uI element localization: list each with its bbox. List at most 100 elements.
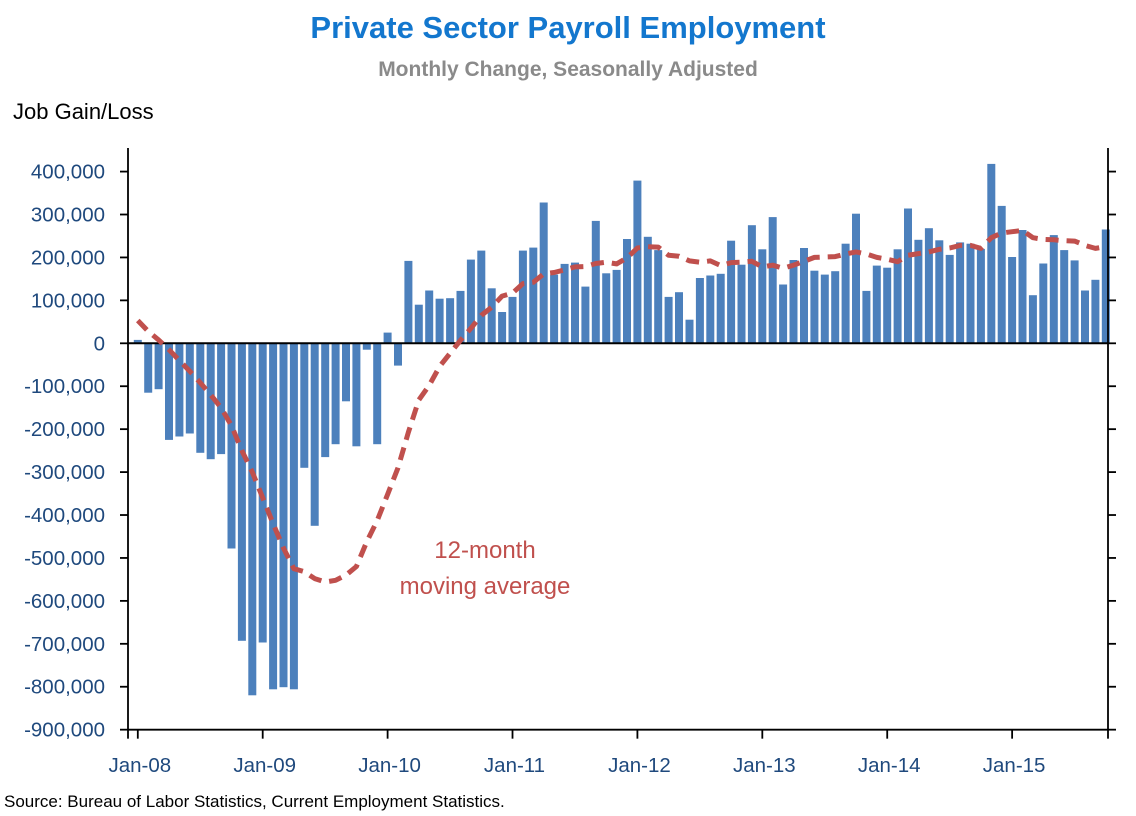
bar-Jun-09 — [310, 343, 319, 526]
bar-Mar-10 — [404, 260, 413, 344]
y-tick-label: 200,000 — [31, 246, 105, 269]
bar-Apr-11 — [539, 202, 548, 344]
bar-Jun-12 — [685, 319, 694, 344]
bar-Feb-10 — [394, 343, 402, 366]
bar-Apr-09 — [289, 343, 298, 690]
bar-Jan-13 — [758, 249, 767, 344]
bar-Jul-11 — [571, 262, 579, 344]
bar-Oct-10 — [477, 250, 486, 344]
bar-Jun-08 — [185, 343, 194, 434]
y-axis-title: Job Gain/Loss — [13, 99, 154, 124]
bar-Nov-08 — [237, 343, 246, 641]
bar-Sep-14 — [966, 243, 975, 344]
bar-Dec-13 — [872, 265, 881, 344]
moving-average-annotation-line1: 12-month — [434, 537, 536, 564]
bar-Jun-13 — [810, 270, 819, 344]
bar-Aug-10 — [456, 290, 465, 344]
moving-average-annotation-line2: moving average — [399, 573, 571, 600]
bar-Feb-11 — [518, 250, 527, 344]
bar-Nov-10 — [487, 288, 496, 344]
x-tick-label: Jan-14 — [858, 754, 921, 777]
bar-May-14 — [924, 228, 933, 344]
bar-Apr-13 — [789, 260, 798, 344]
y-tick-label: 100,000 — [31, 289, 105, 312]
bar-Mar-08 — [154, 343, 163, 390]
bar-Sep-09 — [342, 343, 350, 402]
x-tick-label: Jan-11 — [484, 754, 545, 777]
bar-Dec-11 — [623, 239, 631, 344]
bar-Apr-12 — [664, 296, 673, 344]
bar-Jul-09 — [321, 343, 330, 458]
bar-Dec-09 — [373, 343, 382, 445]
y-tick-label: -400,000 — [24, 504, 105, 527]
chart-title: Private Sector Payroll Employment — [310, 10, 826, 45]
bar-Sep-08 — [217, 343, 226, 455]
bar-Feb-15 — [1018, 230, 1027, 344]
bar-Feb-12 — [643, 236, 652, 344]
bar-May-11 — [550, 274, 559, 344]
y-tick-label: 300,000 — [31, 204, 105, 227]
bar-Jan-10 — [383, 332, 392, 344]
bar-Oct-11 — [602, 273, 611, 344]
bar-Apr-15 — [1039, 263, 1048, 344]
y-tick-label: 400,000 — [31, 161, 105, 184]
bar-Aug-11 — [581, 286, 590, 344]
moving-average-line — [135, 227, 1107, 585]
bar-Aug-09 — [331, 343, 340, 445]
bar-Dec-14 — [997, 205, 1006, 344]
x-tick-label: Jan-13 — [733, 754, 796, 777]
bar-Sep-11 — [591, 220, 600, 344]
x-tick-label: Jan-09 — [233, 754, 296, 777]
bar-May-15 — [1049, 235, 1058, 344]
x-tick-label: Jan-15 — [983, 754, 1046, 777]
bar-Dec-12 — [747, 225, 756, 344]
bar-Mar-15 — [1028, 295, 1037, 344]
bar-Aug-14 — [956, 242, 965, 344]
bar-Jan-14 — [883, 267, 892, 344]
bar-Mar-09 — [279, 343, 288, 688]
bar-Oct-09 — [352, 343, 361, 447]
bar-May-08 — [175, 343, 184, 437]
bar-Dec-08 — [248, 343, 257, 696]
bar-Jul-08 — [196, 343, 205, 453]
bar-Jan-08 — [133, 339, 142, 344]
bar-Oct-12 — [727, 240, 736, 344]
bar-Jul-10 — [446, 298, 455, 344]
y-tick-label: -600,000 — [24, 590, 105, 613]
bar-Apr-08 — [165, 343, 173, 440]
bar-May-12 — [675, 292, 683, 344]
y-tick-label: -900,000 — [24, 719, 105, 742]
bar-Aug-15 — [1081, 290, 1089, 344]
bar-Sep-13 — [841, 243, 850, 344]
bar-Oct-08 — [227, 343, 236, 549]
bar-Jun-11 — [560, 263, 569, 344]
x-tick-label: Jan-10 — [358, 754, 421, 777]
bar-Mar-12 — [654, 250, 663, 344]
bar-Feb-14 — [893, 249, 902, 344]
bar-Feb-13 — [768, 217, 777, 344]
bar-Jun-14 — [935, 240, 944, 344]
bar-Nov-14 — [987, 163, 996, 344]
bar-Nov-09 — [362, 343, 371, 350]
bar-Jun-15 — [1060, 250, 1069, 344]
bar-Mar-14 — [904, 208, 912, 344]
x-tick-label: Jan-12 — [608, 754, 671, 777]
bar-Dec-10 — [498, 312, 507, 344]
bar-Aug-12 — [706, 275, 715, 344]
y-tick-label: -200,000 — [24, 418, 105, 441]
bar-Feb-08 — [144, 343, 153, 393]
bar-Oct-14 — [976, 248, 985, 344]
bar-Mar-13 — [779, 284, 788, 344]
bar-Apr-14 — [914, 239, 923, 344]
bar-Aug-08 — [206, 343, 215, 460]
bar-Jan-15 — [1008, 257, 1017, 344]
bar-Nov-13 — [862, 290, 871, 344]
bar-Oct-15 — [1101, 229, 1110, 344]
bar-May-10 — [425, 290, 434, 344]
y-tick-label: -800,000 — [24, 676, 105, 699]
y-tick-label: -700,000 — [24, 633, 105, 656]
bar-Apr-10 — [414, 304, 423, 344]
bar-Mar-11 — [529, 247, 538, 344]
